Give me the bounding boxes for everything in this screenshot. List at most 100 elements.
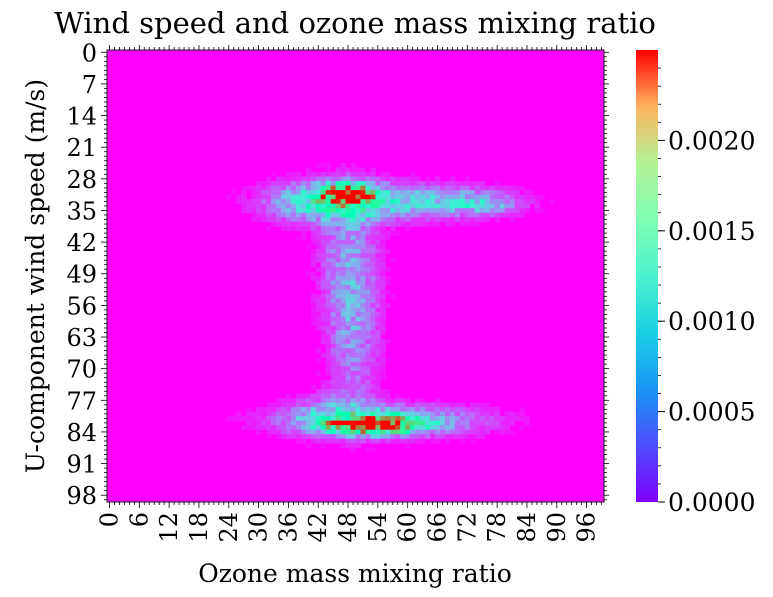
heatmap-cell <box>370 407 376 412</box>
heatmap-cell <box>464 203 471 209</box>
heatmap-cell <box>256 217 262 223</box>
heatmap-cell <box>325 325 332 331</box>
heatmap-cell <box>360 253 366 259</box>
heatmap-cell <box>350 352 356 358</box>
heatmap-cell <box>330 375 337 381</box>
heatmap-cell <box>350 398 356 403</box>
heatmap-cell <box>370 217 376 223</box>
heatmap-cell <box>370 235 376 241</box>
heatmap-cell <box>444 420 451 426</box>
heatmap-cell <box>315 266 322 272</box>
heatmap-cell <box>454 194 461 200</box>
heatmap-cell <box>459 203 466 209</box>
heatmap-cell <box>226 194 232 200</box>
heatmap-cell <box>280 407 287 412</box>
heatmap-cell <box>425 190 431 196</box>
heatmap-cell <box>350 366 356 372</box>
heatmap-cell <box>360 307 366 313</box>
heatmap-cell <box>251 190 257 196</box>
heatmap-cell <box>280 190 287 196</box>
heatmap-cell <box>479 217 486 223</box>
heatmap-cell <box>380 298 386 304</box>
heatmap-cell <box>360 321 366 327</box>
heatmap-cell <box>435 190 441 196</box>
x-tick-label: 90 <box>543 512 571 543</box>
heatmap-cell <box>345 262 351 268</box>
heatmap-cell <box>330 429 337 435</box>
heatmap-cell <box>320 325 327 331</box>
heatmap-cell <box>310 276 317 281</box>
heatmap-cell <box>315 212 322 218</box>
heatmap-cell <box>469 185 476 191</box>
heatmap-cell <box>300 393 307 399</box>
heatmap-cell <box>385 221 391 227</box>
heatmap-cell <box>335 226 341 232</box>
heatmap-cell <box>335 298 341 304</box>
heatmap-cell <box>271 190 277 196</box>
heatmap-cell <box>285 402 292 408</box>
heatmap-cell <box>325 438 332 444</box>
heatmap-cell <box>315 434 322 440</box>
heatmap-cell <box>340 194 346 200</box>
heatmap-cell <box>395 203 401 209</box>
y-tick-label: 77 <box>66 387 97 415</box>
heatmap-cell <box>266 199 272 205</box>
heatmap-cell <box>325 357 332 363</box>
heatmap-cell <box>469 208 476 214</box>
heatmap-cell <box>241 185 247 191</box>
heatmap-cell <box>504 425 510 431</box>
heatmap-cell <box>474 181 481 186</box>
heatmap-cell <box>380 271 386 277</box>
heatmap-cell <box>236 416 242 422</box>
heatmap-cell <box>335 176 341 182</box>
heatmap-cell <box>415 208 421 214</box>
heatmap-cell <box>370 239 376 245</box>
heatmap-cell <box>340 208 346 214</box>
heatmap-cell <box>325 398 332 403</box>
heatmap-cell <box>380 176 386 182</box>
heatmap-cell <box>345 230 351 236</box>
heatmap-cell <box>305 181 312 186</box>
heatmap-cell <box>355 203 361 209</box>
heatmap-cell <box>415 407 421 412</box>
heatmap-cell <box>330 244 337 250</box>
heatmap-cell <box>435 185 441 191</box>
heatmap-cell <box>355 298 361 304</box>
heatmap-cell <box>390 420 396 426</box>
heatmap-cell <box>300 402 307 408</box>
heatmap-cell <box>266 181 272 186</box>
heatmap-cell <box>330 325 337 331</box>
heatmap-cell <box>365 280 371 286</box>
heatmap-cell <box>360 208 366 214</box>
heatmap-cell <box>300 221 307 227</box>
heatmap-cell <box>355 276 361 281</box>
heatmap-cell <box>360 248 366 254</box>
heatmap-cell <box>464 212 471 218</box>
heatmap-cell <box>345 294 351 299</box>
heatmap-cell <box>345 167 351 173</box>
heatmap-cell <box>290 190 297 196</box>
heatmap-cell <box>360 361 366 367</box>
heatmap-cell <box>370 438 376 444</box>
heatmap-cell <box>330 420 337 426</box>
heatmap-cell <box>425 402 431 408</box>
heatmap-cell <box>484 208 491 214</box>
heatmap-cell <box>355 303 361 309</box>
heatmap-cell <box>271 203 277 209</box>
x-axis-label: Ozone mass mixing ratio <box>198 559 512 588</box>
heatmap-cell <box>395 230 401 236</box>
heatmap-cell <box>444 402 451 408</box>
heatmap-cell <box>340 280 346 286</box>
y-tick-label: 21 <box>66 134 97 162</box>
heatmap-cell <box>474 407 481 412</box>
heatmap-cell <box>330 257 337 263</box>
heatmap-cell <box>380 185 386 191</box>
heatmap-cell <box>365 366 371 372</box>
heatmap-cell <box>504 199 510 205</box>
heatmap-cell <box>335 407 341 412</box>
heatmap-cell <box>484 407 491 412</box>
heatmap-cell <box>320 402 327 408</box>
heatmap-cell <box>315 217 322 223</box>
heatmap-cell <box>380 398 386 403</box>
colorbar-tick-label: 0.0015 <box>668 217 755 246</box>
